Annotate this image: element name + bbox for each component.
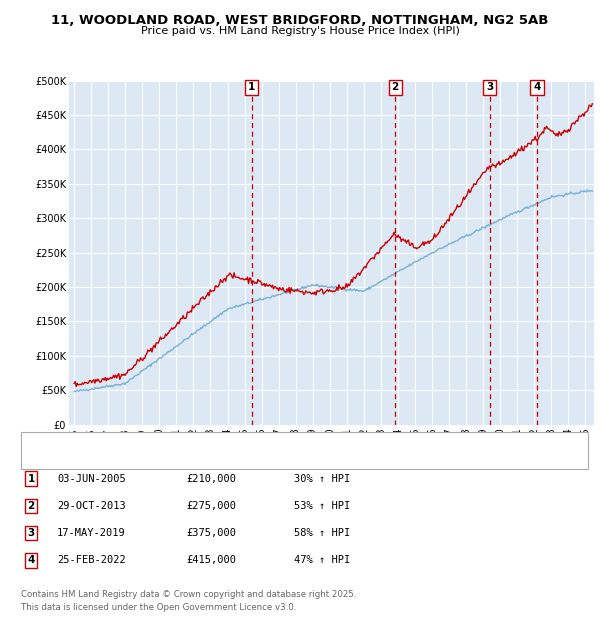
Text: 47% ↑ HPI: 47% ↑ HPI — [294, 556, 350, 565]
Text: Price paid vs. HM Land Registry's House Price Index (HPI): Price paid vs. HM Land Registry's House … — [140, 26, 460, 36]
Text: Contains HM Land Registry data © Crown copyright and database right 2025.: Contains HM Land Registry data © Crown c… — [21, 590, 356, 600]
Text: 25-FEB-2022: 25-FEB-2022 — [57, 556, 126, 565]
Text: 58% ↑ HPI: 58% ↑ HPI — [294, 528, 350, 538]
Text: 2: 2 — [391, 82, 399, 92]
Text: £275,000: £275,000 — [186, 501, 236, 511]
Text: This data is licensed under the Open Government Licence v3.0.: This data is licensed under the Open Gov… — [21, 603, 296, 612]
Text: 11, WOODLAND ROAD, WEST BRIDGFORD, NOTTINGHAM, NG2 5AB (semi-detached house): 11, WOODLAND ROAD, WEST BRIDGFORD, NOTTI… — [58, 438, 488, 446]
Text: £210,000: £210,000 — [186, 474, 236, 484]
Text: 2: 2 — [28, 501, 35, 511]
Text: 3: 3 — [486, 82, 493, 92]
Text: HPI: Average price, semi-detached house, Rushcliffe: HPI: Average price, semi-detached house,… — [58, 455, 307, 464]
Text: 3: 3 — [28, 528, 35, 538]
Text: 53% ↑ HPI: 53% ↑ HPI — [294, 501, 350, 511]
Text: 29-OCT-2013: 29-OCT-2013 — [57, 501, 126, 511]
Text: 1: 1 — [28, 474, 35, 484]
Text: 17-MAY-2019: 17-MAY-2019 — [57, 528, 126, 538]
Text: 4: 4 — [533, 82, 541, 92]
Text: 30% ↑ HPI: 30% ↑ HPI — [294, 474, 350, 484]
Text: £375,000: £375,000 — [186, 528, 236, 538]
Text: 1: 1 — [248, 82, 256, 92]
Text: 11, WOODLAND ROAD, WEST BRIDGFORD, NOTTINGHAM, NG2 5AB: 11, WOODLAND ROAD, WEST BRIDGFORD, NOTTI… — [52, 14, 548, 27]
Text: 4: 4 — [28, 556, 35, 565]
Text: £415,000: £415,000 — [186, 556, 236, 565]
Text: 03-JUN-2005: 03-JUN-2005 — [57, 474, 126, 484]
